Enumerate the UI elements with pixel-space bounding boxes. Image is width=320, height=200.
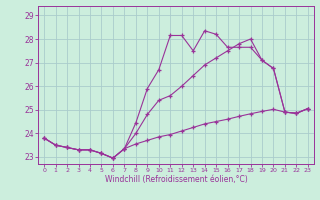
- X-axis label: Windchill (Refroidissement éolien,°C): Windchill (Refroidissement éolien,°C): [105, 175, 247, 184]
